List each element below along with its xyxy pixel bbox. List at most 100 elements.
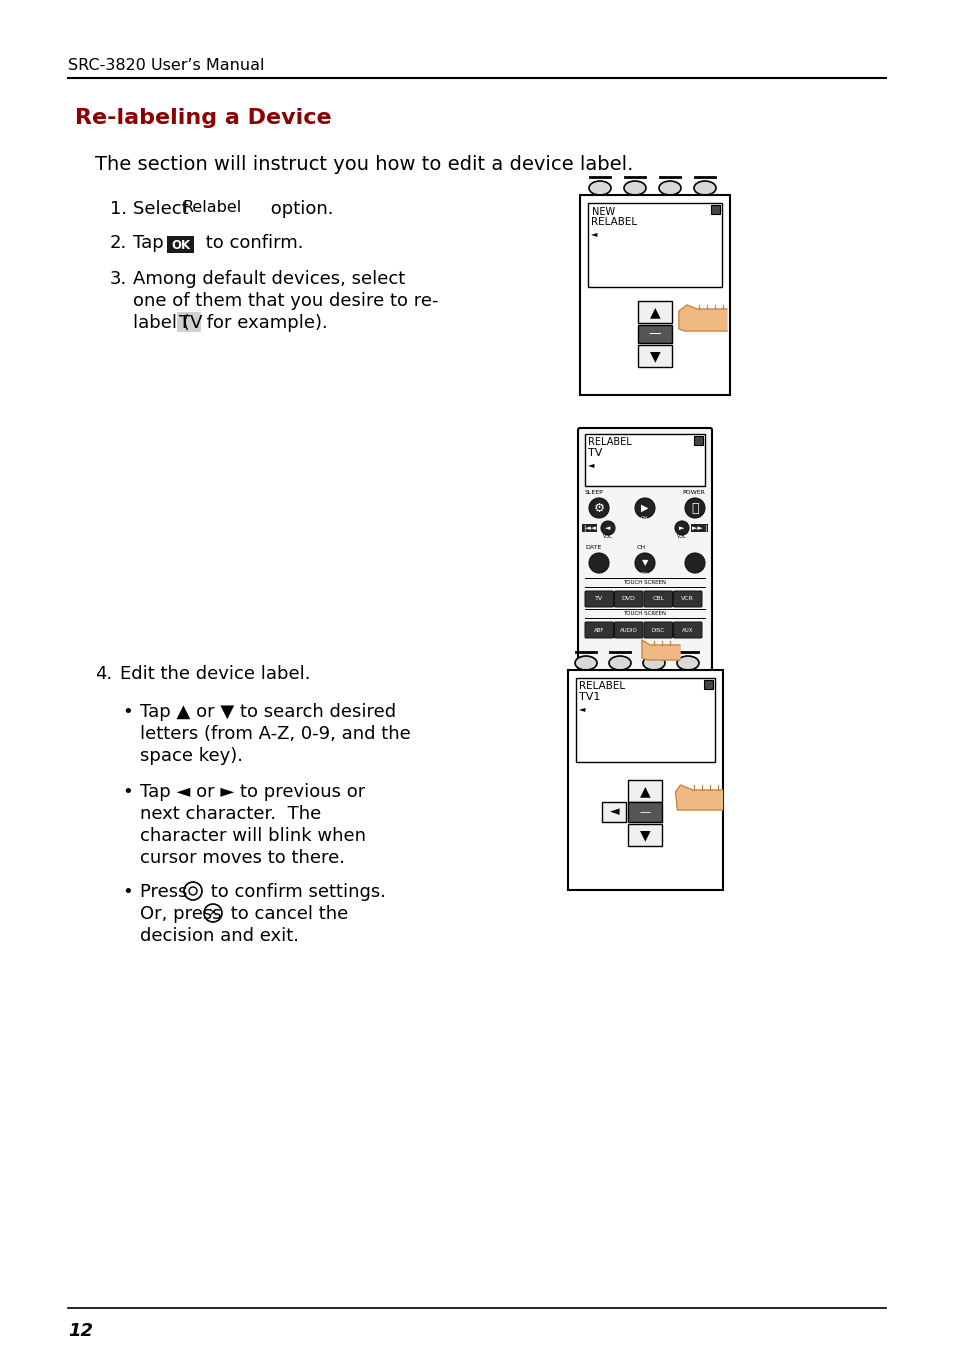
Text: to confirm.: to confirm. bbox=[200, 234, 303, 251]
Text: TV1: TV1 bbox=[578, 692, 599, 702]
Text: CH: CH bbox=[637, 545, 645, 550]
Text: Tap ◄ or ► to previous or: Tap ◄ or ► to previous or bbox=[140, 783, 365, 800]
Text: ◄: ◄ bbox=[604, 525, 610, 531]
Polygon shape bbox=[675, 786, 721, 810]
FancyBboxPatch shape bbox=[584, 434, 704, 485]
Text: ▶: ▶ bbox=[640, 503, 648, 512]
Text: letters (from A-Z, 0-9, and the: letters (from A-Z, 0-9, and the bbox=[140, 725, 411, 744]
Circle shape bbox=[635, 498, 655, 518]
Text: AUX: AUX bbox=[681, 627, 693, 633]
Text: DISC: DISC bbox=[651, 627, 664, 633]
Text: TOUCH SCREEN: TOUCH SCREEN bbox=[623, 580, 666, 585]
Circle shape bbox=[684, 498, 704, 518]
Text: ▼: ▼ bbox=[639, 827, 650, 842]
Text: ►: ► bbox=[679, 525, 684, 531]
Ellipse shape bbox=[608, 656, 630, 671]
Text: —: — bbox=[648, 327, 660, 341]
FancyBboxPatch shape bbox=[673, 622, 701, 638]
Text: —: — bbox=[639, 807, 650, 817]
Text: AUDIO: AUDIO bbox=[619, 627, 637, 633]
FancyBboxPatch shape bbox=[703, 680, 712, 690]
Circle shape bbox=[635, 553, 655, 573]
Text: ◄: ◄ bbox=[609, 806, 618, 818]
Circle shape bbox=[675, 521, 688, 535]
Polygon shape bbox=[641, 639, 679, 660]
Ellipse shape bbox=[623, 181, 645, 195]
Text: cursor moves to there.: cursor moves to there. bbox=[140, 849, 345, 867]
Text: CH: CH bbox=[639, 572, 647, 576]
Text: ▼: ▼ bbox=[649, 349, 659, 362]
Text: •: • bbox=[122, 783, 132, 800]
Text: ⚙: ⚙ bbox=[593, 502, 604, 515]
Ellipse shape bbox=[677, 656, 699, 671]
Text: ◄: ◄ bbox=[587, 460, 594, 469]
Text: RELABEL: RELABEL bbox=[590, 218, 637, 227]
FancyBboxPatch shape bbox=[576, 677, 714, 761]
Text: label (: label ( bbox=[132, 314, 190, 333]
FancyBboxPatch shape bbox=[602, 802, 626, 822]
FancyBboxPatch shape bbox=[693, 435, 702, 445]
Text: ◄: ◄ bbox=[590, 228, 597, 238]
FancyBboxPatch shape bbox=[638, 301, 671, 323]
FancyBboxPatch shape bbox=[167, 237, 193, 253]
Text: Relabel: Relabel bbox=[182, 200, 241, 215]
Text: TV: TV bbox=[179, 314, 202, 333]
FancyBboxPatch shape bbox=[638, 324, 671, 343]
Text: DATE: DATE bbox=[584, 545, 600, 550]
FancyBboxPatch shape bbox=[578, 429, 711, 672]
FancyBboxPatch shape bbox=[710, 206, 720, 214]
Text: 4.: 4. bbox=[95, 665, 112, 683]
Circle shape bbox=[600, 521, 615, 535]
Text: CH: CH bbox=[639, 516, 647, 522]
Text: decision and exit.: decision and exit. bbox=[140, 927, 298, 945]
Text: Edit the device label.: Edit the device label. bbox=[120, 665, 310, 683]
FancyBboxPatch shape bbox=[614, 622, 642, 638]
Text: ×: × bbox=[208, 906, 218, 919]
Circle shape bbox=[588, 553, 608, 573]
Text: Press: Press bbox=[140, 883, 193, 900]
Text: NEW: NEW bbox=[592, 207, 615, 218]
Text: Or, press: Or, press bbox=[140, 904, 227, 923]
FancyBboxPatch shape bbox=[638, 345, 671, 366]
Text: one of them that you desire to re-: one of them that you desire to re- bbox=[132, 292, 438, 310]
Text: Among default devices, select: Among default devices, select bbox=[132, 270, 405, 288]
Text: ⏻: ⏻ bbox=[691, 502, 698, 515]
Text: ◄: ◄ bbox=[578, 704, 585, 713]
Text: VCR: VCR bbox=[680, 596, 694, 602]
FancyBboxPatch shape bbox=[643, 591, 672, 607]
Text: character will blink when: character will blink when bbox=[140, 827, 366, 845]
FancyBboxPatch shape bbox=[628, 802, 661, 822]
Ellipse shape bbox=[575, 656, 597, 671]
Text: TOUCH SCREEN: TOUCH SCREEN bbox=[623, 611, 666, 617]
Ellipse shape bbox=[642, 656, 664, 671]
Text: POWER: POWER bbox=[681, 489, 704, 495]
Circle shape bbox=[588, 498, 608, 518]
Text: space key).: space key). bbox=[140, 748, 243, 765]
Ellipse shape bbox=[659, 181, 680, 195]
Text: VOL: VOL bbox=[602, 534, 612, 539]
Text: TV: TV bbox=[595, 596, 602, 602]
Text: to cancel the: to cancel the bbox=[225, 904, 348, 923]
Text: 1.: 1. bbox=[110, 200, 127, 218]
Text: ▲: ▲ bbox=[649, 306, 659, 319]
FancyBboxPatch shape bbox=[643, 622, 672, 638]
Text: Re-labeling a Device: Re-labeling a Device bbox=[75, 108, 332, 128]
Text: Tap ▲ or ▼ to search desired: Tap ▲ or ▼ to search desired bbox=[140, 703, 395, 721]
Text: ►► |: ►► | bbox=[691, 525, 706, 531]
Text: ▼: ▼ bbox=[641, 558, 648, 568]
Polygon shape bbox=[679, 306, 726, 331]
Text: •: • bbox=[122, 883, 132, 900]
FancyBboxPatch shape bbox=[579, 195, 729, 395]
FancyBboxPatch shape bbox=[584, 591, 613, 607]
Ellipse shape bbox=[693, 181, 716, 195]
Circle shape bbox=[684, 553, 704, 573]
Text: SRC-3820 User’s Manual: SRC-3820 User’s Manual bbox=[68, 58, 264, 73]
Text: •: • bbox=[122, 703, 132, 721]
Text: to confirm settings.: to confirm settings. bbox=[205, 883, 386, 900]
Text: DVD: DVD bbox=[621, 596, 635, 602]
Text: RELABEL: RELABEL bbox=[578, 681, 624, 691]
Text: option.: option. bbox=[265, 200, 334, 218]
Text: SLEEP: SLEEP bbox=[584, 489, 603, 495]
FancyBboxPatch shape bbox=[587, 203, 721, 287]
FancyBboxPatch shape bbox=[673, 591, 701, 607]
